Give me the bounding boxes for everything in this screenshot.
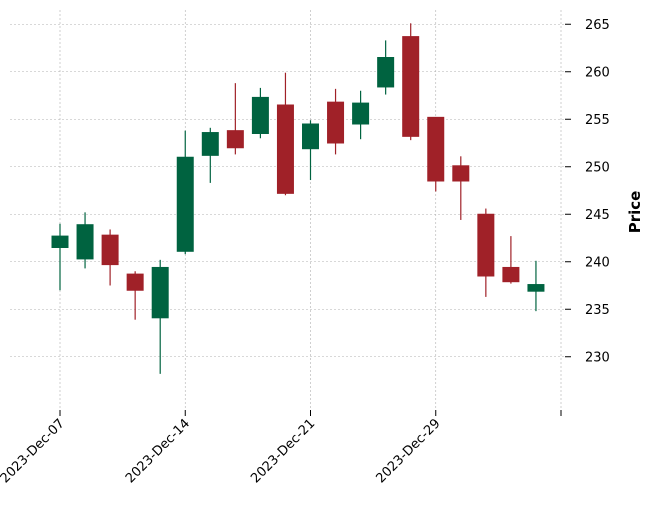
y-tick-label: 255 — [585, 113, 610, 128]
x-tick-label: 2023-Dec-29 — [373, 416, 443, 486]
candle — [276, 72, 294, 196]
candle-body-down — [477, 213, 495, 277]
candle — [201, 127, 219, 183]
candle-body-up — [176, 156, 194, 252]
y-tick-label: 265 — [585, 18, 610, 33]
candle — [327, 88, 345, 155]
y-tick-label: 230 — [585, 350, 610, 365]
candle-body-up — [76, 224, 94, 260]
candle — [101, 229, 119, 286]
candle-body-down — [427, 116, 445, 182]
candle — [76, 212, 94, 269]
candle — [352, 90, 370, 140]
candle — [452, 156, 470, 220]
candle-body-up — [51, 235, 69, 249]
candle-body-up — [527, 284, 545, 292]
candle-body-down — [327, 101, 345, 144]
candle-body-down — [276, 104, 294, 194]
candle-body-up — [201, 132, 219, 156]
candle-body-down — [452, 165, 470, 182]
candle — [251, 87, 269, 139]
grid-lines — [10, 10, 565, 410]
candle — [226, 83, 244, 155]
x-tick-label: 2023-Dec-07 — [0, 416, 68, 486]
y-tick-label: 240 — [585, 255, 610, 270]
candle — [377, 40, 395, 95]
candle-body-up — [151, 266, 169, 319]
candles — [51, 23, 545, 374]
candle — [402, 23, 420, 141]
candle — [51, 223, 69, 291]
candle — [302, 120, 319, 181]
candle-body-up — [377, 57, 395, 88]
candle-body-down — [101, 234, 119, 266]
x-tick-label: 2023-Dec-21 — [248, 416, 318, 486]
candle — [126, 271, 144, 320]
y-tick-label: 235 — [585, 303, 610, 318]
y-tick-label: 250 — [585, 160, 610, 175]
y-tick-label: 260 — [585, 65, 610, 80]
y-axis: 230 235 240 245 250 255 260 265 — [565, 18, 610, 365]
candle-body-up — [352, 102, 370, 125]
candle-body-down — [126, 273, 144, 291]
x-tick-label: 2023-Dec-14 — [123, 416, 193, 486]
candle-body-up — [251, 96, 269, 134]
y-tick-label: 245 — [585, 208, 610, 223]
candle-body-down — [226, 130, 244, 149]
candle — [151, 259, 169, 374]
candle-body-up — [302, 123, 319, 150]
candle — [176, 130, 194, 255]
x-axis: 2023-Dec-07 2023-Dec-14 2023-Dec-21 2023-De… — [0, 410, 562, 486]
candle — [427, 116, 445, 192]
candle — [502, 236, 520, 284]
candle-body-down — [502, 266, 520, 283]
candle-body-down — [402, 36, 420, 137]
y-axis-title: Price — [626, 191, 644, 234]
candle — [527, 260, 545, 312]
candle — [477, 208, 495, 297]
